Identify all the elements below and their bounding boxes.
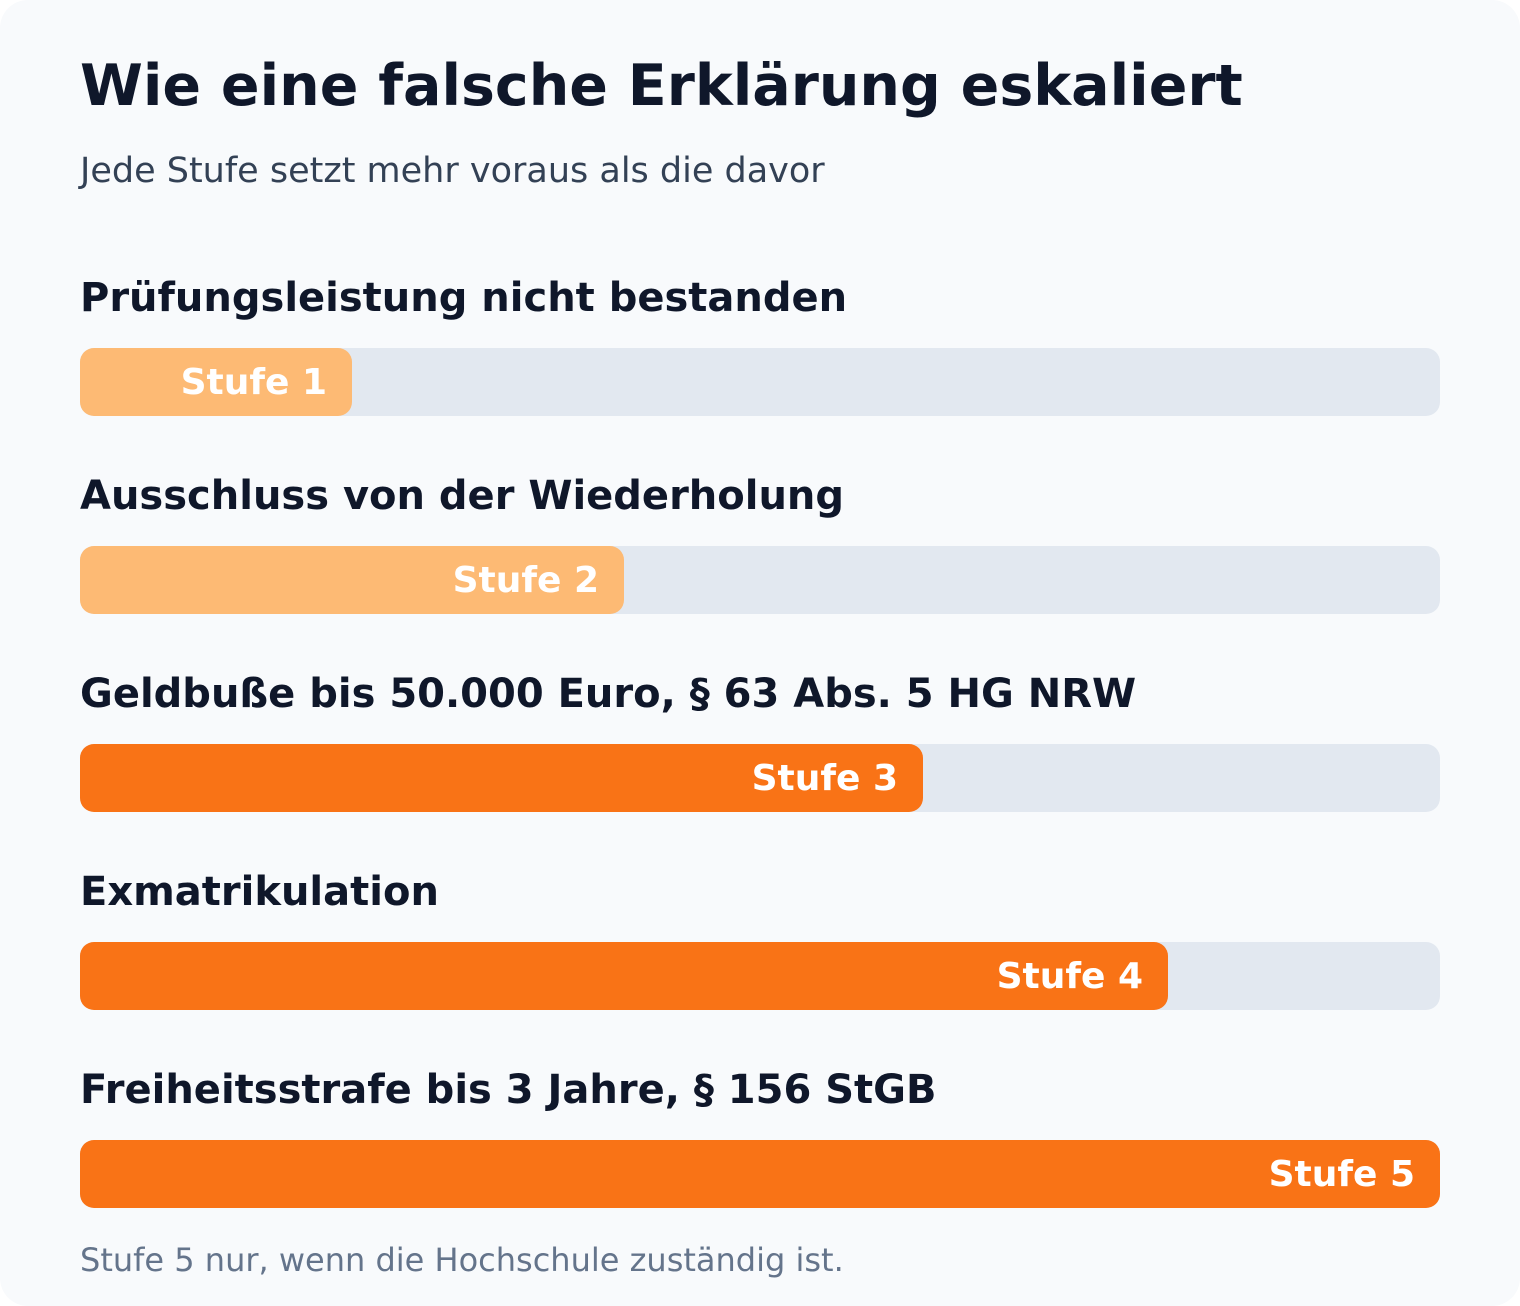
stage-label-5: Freiheitsstrafe bis 3 Jahre, § 156 StGB: [80, 1067, 937, 1113]
bar-fill-1: Stufe 1: [80, 348, 352, 416]
bar-fill-4: Stufe 4: [80, 942, 1168, 1010]
bar-track-2: Stufe 2: [80, 546, 1440, 614]
bar-fill-3: Stufe 3: [80, 744, 923, 812]
stage-row-3: Geldbuße bis 50.000 Euro, § 63 Abs. 5 HG…: [80, 670, 1440, 812]
bar-value-label-2: Stufe 2: [452, 559, 599, 601]
chart-title: Wie eine falsche Erklärung eskaliert: [80, 53, 1243, 119]
bar-value-label-3: Stufe 3: [751, 757, 898, 799]
bar-track-5: Stufe 5: [80, 1140, 1440, 1208]
bar-track-4: Stufe 4: [80, 942, 1440, 1010]
bar-fill-5: Stufe 5: [80, 1140, 1440, 1208]
stage-row-4: Exmatrikulation Stufe 4: [80, 868, 1440, 1010]
stage-row-1: Prüfungsleistung nicht bestanden Stufe 1: [80, 274, 1440, 416]
stage-row-5: Freiheitsstrafe bis 3 Jahre, § 156 StGB …: [80, 1066, 1440, 1208]
bar-value-label-5: Stufe 5: [1268, 1153, 1415, 1195]
chart-subtitle: Jede Stufe setzt mehr voraus als die dav…: [80, 151, 825, 191]
stage-label-3: Geldbuße bis 50.000 Euro, § 63 Abs. 5 HG…: [80, 671, 1137, 717]
stage-label-1: Prüfungsleistung nicht bestanden: [80, 275, 848, 321]
bar-fill-2: Stufe 2: [80, 546, 624, 614]
bar-track-3: Stufe 3: [80, 744, 1440, 812]
stage-label-4: Exmatrikulation: [80, 869, 439, 915]
bar-value-label-4: Stufe 4: [996, 955, 1143, 997]
stage-row-2: Ausschluss von der Wiederholung Stufe 2: [80, 472, 1440, 614]
footnote: Stufe 5 nur, wenn die Hochschule zuständ…: [80, 1241, 844, 1279]
bar-value-label-1: Stufe 1: [180, 361, 327, 403]
stage-label-2: Ausschluss von der Wiederholung: [80, 473, 845, 519]
bar-track-1: Stufe 1: [80, 348, 1440, 416]
